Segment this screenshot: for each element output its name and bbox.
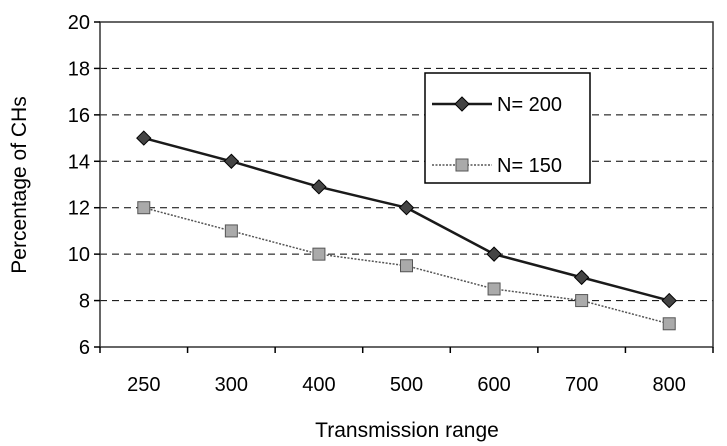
y-tick-label: 18 bbox=[68, 58, 90, 80]
x-tick-label: 250 bbox=[127, 374, 160, 396]
series-layer bbox=[136, 130, 677, 331]
data-point-n150 bbox=[575, 294, 589, 308]
y-tick-label: 14 bbox=[68, 151, 90, 173]
legend-label-n150: N= 150 bbox=[497, 155, 562, 177]
data-point-n200 bbox=[661, 292, 677, 309]
legend-marker-n150 bbox=[455, 158, 469, 172]
x-tick-label: 400 bbox=[302, 374, 335, 396]
data-point-n200 bbox=[398, 200, 415, 216]
data-point-n150 bbox=[662, 317, 676, 331]
y-axis-title: Percentage of CHs bbox=[8, 96, 31, 273]
x-tick-label: 700 bbox=[565, 374, 598, 396]
x-tick-label: 800 bbox=[653, 374, 686, 396]
y-tick-label: 10 bbox=[68, 244, 90, 266]
data-point-n150 bbox=[400, 259, 413, 273]
data-point-n200 bbox=[136, 130, 152, 146]
x-tick-label: 600 bbox=[477, 374, 510, 396]
x-axis-title: Transmission range bbox=[315, 419, 499, 442]
x-axis-ticks: 250 300 400 500 600 700 800 bbox=[99, 347, 714, 396]
legend-box bbox=[424, 72, 591, 184]
data-point-n150 bbox=[312, 247, 326, 261]
data-point-n200 bbox=[223, 153, 240, 169]
y-tick-label: 12 bbox=[68, 198, 90, 220]
y-tick-label: 20 bbox=[68, 12, 90, 34]
data-point-n200 bbox=[573, 269, 590, 286]
data-point-n150 bbox=[137, 201, 151, 215]
y-tick-label: 6 bbox=[79, 337, 90, 359]
data-point-n200 bbox=[486, 246, 502, 262]
data-point-n150 bbox=[487, 282, 501, 296]
legend: N= 200 N= 150 bbox=[424, 72, 591, 184]
legend-marker-n200 bbox=[454, 96, 470, 112]
data-point-n150 bbox=[224, 224, 238, 238]
legend-label-n200: N= 200 bbox=[497, 94, 562, 116]
x-tick-label: 300 bbox=[215, 374, 248, 396]
x-tick-label: 500 bbox=[390, 374, 423, 396]
y-axis-ticks: 6 8 10 12 14 16 18 20 bbox=[68, 12, 100, 359]
y-tick-label: 16 bbox=[68, 105, 90, 127]
data-point-n200 bbox=[311, 179, 327, 195]
y-tick-label: 8 bbox=[79, 291, 90, 313]
plot-area bbox=[99, 21, 714, 348]
